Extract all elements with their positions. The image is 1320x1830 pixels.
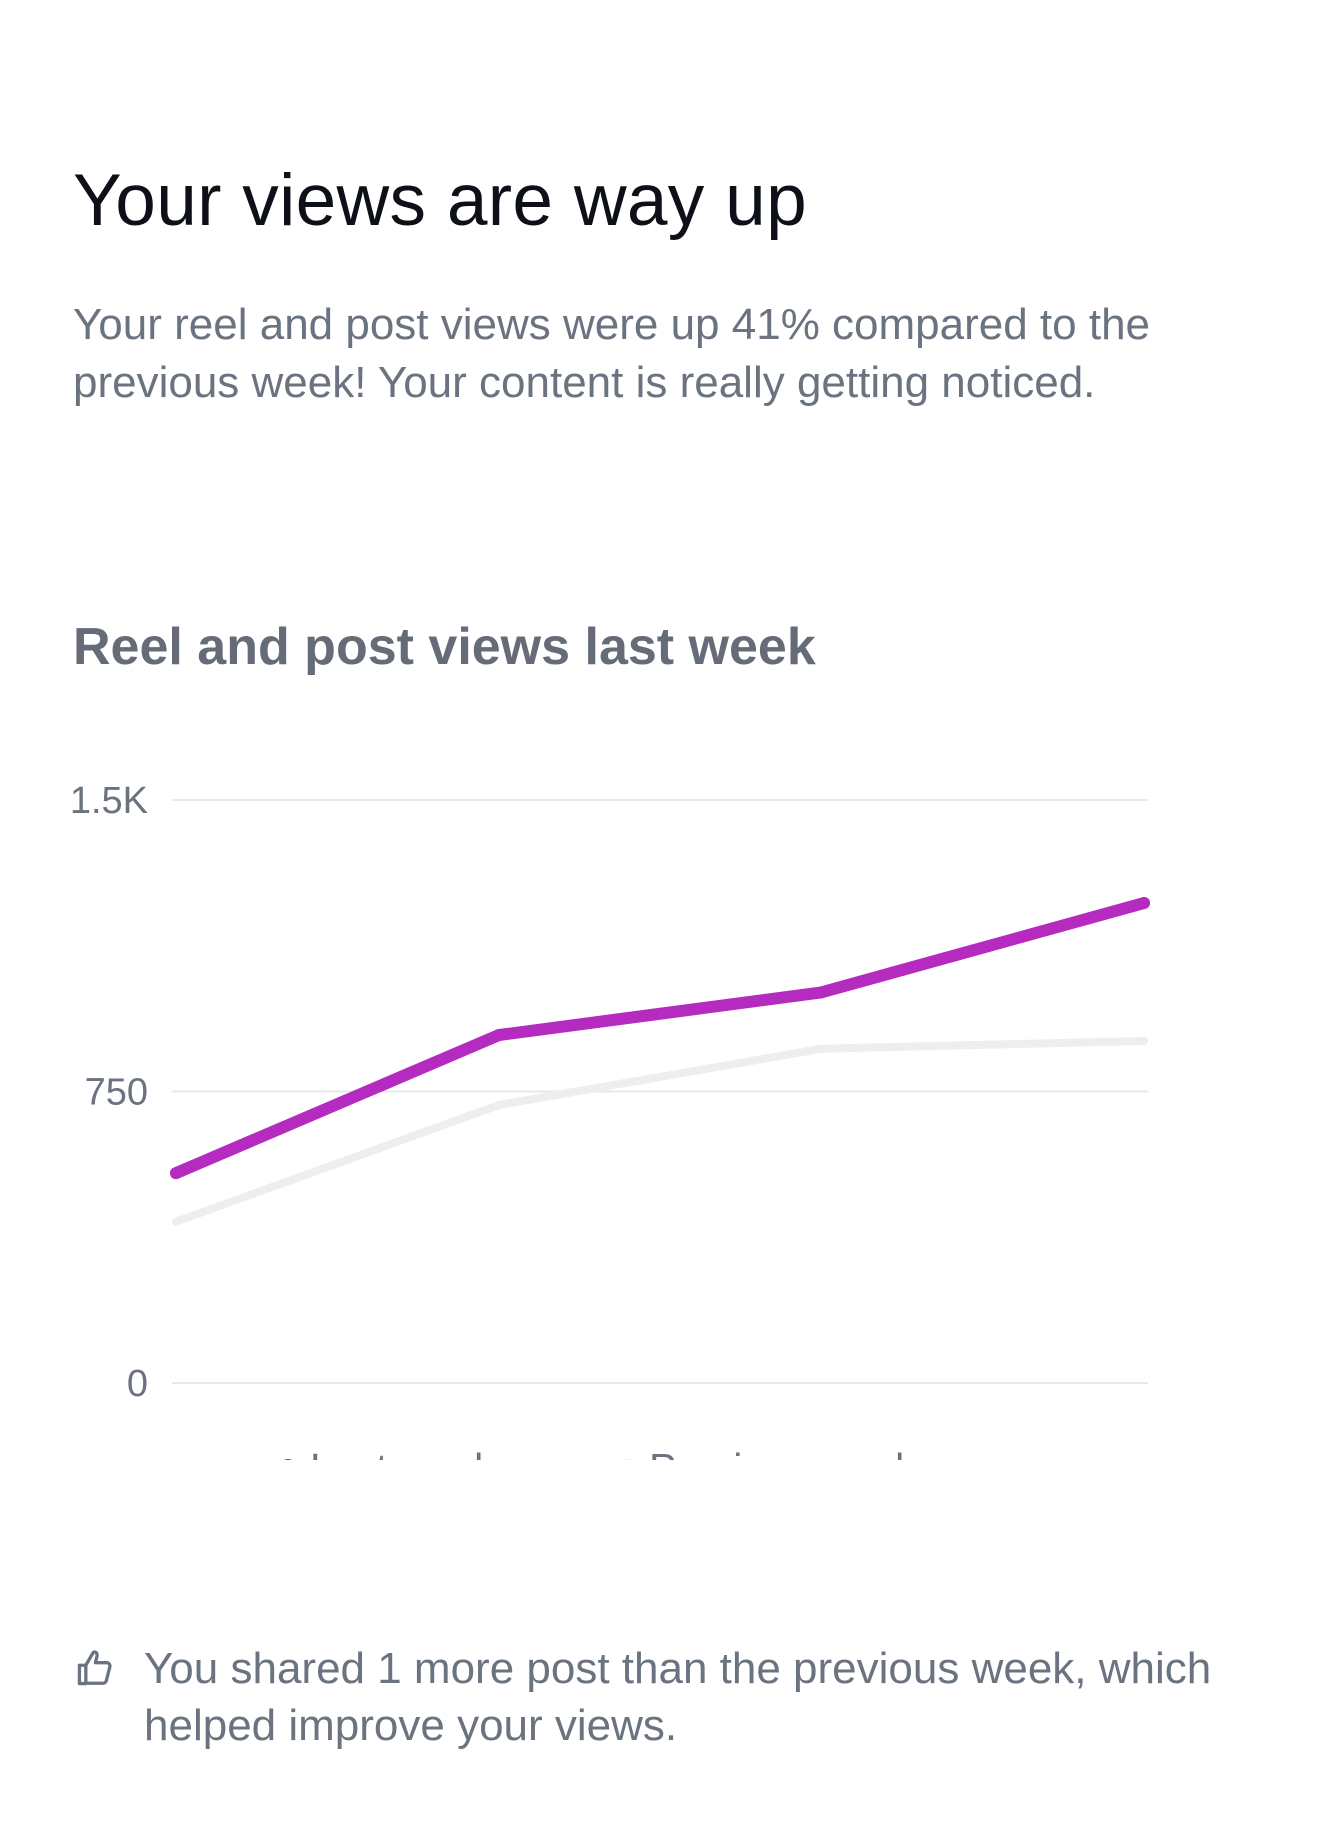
thumbs-up-icon bbox=[77, 1650, 112, 1686]
chart-gridlines: 0 750 1.5K bbox=[70, 780, 1148, 1405]
views-line-chart: 0 750 1.5K Last week Previous week bbox=[70, 780, 1150, 1460]
data-point bbox=[1138, 896, 1150, 909]
data-point bbox=[492, 1029, 505, 1042]
series-line-last-week bbox=[170, 897, 1150, 1180]
data-point bbox=[170, 1167, 182, 1180]
y-tick-label: 0 bbox=[127, 1363, 148, 1405]
legend-label-previous-week: Previous week bbox=[649, 1445, 916, 1460]
data-point bbox=[1140, 1036, 1148, 1045]
page-title: Your views are way up bbox=[73, 160, 807, 241]
legend-label-last-week: Last week bbox=[310, 1445, 495, 1460]
tip-text: You shared 1 more post than the previous… bbox=[144, 1644, 1212, 1750]
y-tick-label: 750 bbox=[85, 1072, 148, 1114]
chart-title: Reel and post views last week bbox=[73, 618, 816, 676]
legend-dot-last-week bbox=[283, 1459, 293, 1460]
legend-dot-previous-week bbox=[622, 1459, 632, 1460]
series-line-previous-week bbox=[172, 1037, 1148, 1226]
chart-series bbox=[170, 896, 1150, 1226]
y-tick-label: 1.5K bbox=[70, 780, 148, 822]
summary-text: Your reel and post views were up 41% com… bbox=[73, 300, 1151, 407]
data-point bbox=[817, 1044, 826, 1053]
data-point bbox=[172, 1217, 180, 1226]
insight-tip: You shared 1 more post than the previous… bbox=[73, 1640, 1273, 1754]
data-point bbox=[494, 1101, 503, 1110]
chart-legend: Last week Previous week bbox=[283, 1445, 916, 1460]
data-point bbox=[815, 986, 828, 999]
